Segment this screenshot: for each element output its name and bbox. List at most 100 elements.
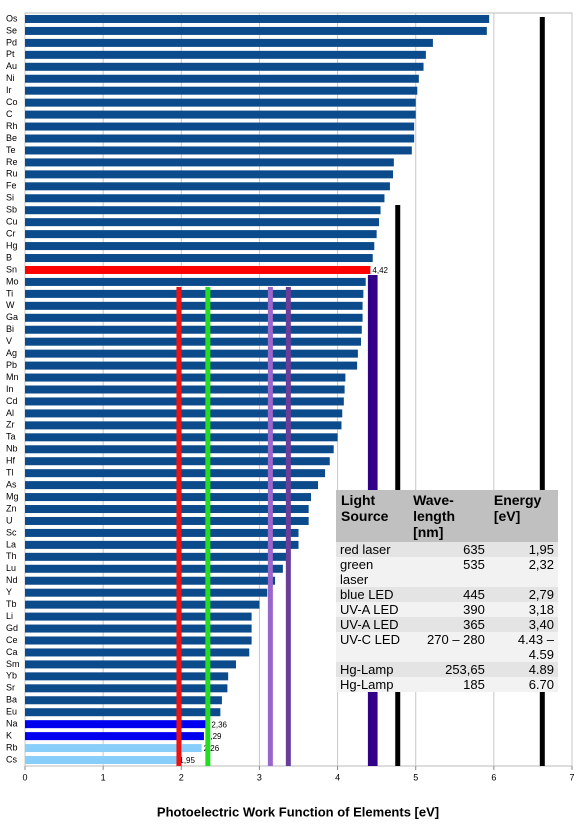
table-cell: 2,32 <box>488 557 558 587</box>
bar <box>25 26 487 35</box>
bar <box>25 242 375 251</box>
y-tick-label: Re <box>6 157 18 167</box>
table-cell: 4.43 – 4.59 <box>488 632 558 662</box>
bar <box>25 744 202 753</box>
y-tick-label: Zn <box>6 503 17 513</box>
y-tick-label: V <box>6 336 12 346</box>
y-tick-label: Ir <box>6 85 12 95</box>
bar <box>25 720 210 729</box>
header-cell: Light Source <box>336 490 409 542</box>
y-tick-label: Ti <box>6 288 13 298</box>
x-axis-title: Photoelectric Work Function of Elements … <box>157 804 439 819</box>
y-tick-label: Bi <box>6 324 14 334</box>
y-tick-label: Sn <box>6 264 17 274</box>
y-tick-label: Ta <box>6 432 16 442</box>
table-cell: green laser <box>336 557 409 587</box>
bar <box>25 505 309 514</box>
y-tick-label: Sb <box>6 205 17 215</box>
bar <box>25 385 345 394</box>
bar <box>25 98 416 107</box>
table-row: blue LED 445 2,79 <box>336 587 558 602</box>
y-tick-label: Cd <box>6 396 18 406</box>
y-tick-label: Co <box>6 97 18 107</box>
bar <box>25 600 260 609</box>
y-tick-label: Os <box>6 13 18 23</box>
y-tick-label: Mn <box>6 372 19 382</box>
y-tick-label: Ce <box>6 635 18 645</box>
table-cell: red laser <box>336 542 409 557</box>
bar <box>25 74 419 83</box>
y-tick-label: Ba <box>6 695 17 705</box>
table-row: red laser 635 1,95 <box>336 542 558 557</box>
table-cell: UV-C LED <box>336 632 409 662</box>
bar <box>25 493 312 502</box>
y-tick-label: Ca <box>6 647 18 657</box>
bar <box>25 158 394 167</box>
y-tick-label: Li <box>6 611 13 621</box>
table-row: UV-A LED 365 3,40 <box>336 617 558 632</box>
bar <box>25 254 373 263</box>
bar <box>25 349 358 358</box>
y-tick-label: Mo <box>6 276 19 286</box>
table-cell: 365 <box>408 617 489 632</box>
bar <box>25 194 385 203</box>
table-row: UV-A LED 390 3,18 <box>336 602 558 617</box>
y-tick-label: Zr <box>6 420 15 430</box>
y-tick-label: Th <box>6 551 17 561</box>
y-tick-label: Ga <box>6 312 18 322</box>
bar <box>25 50 426 59</box>
table-row: UV-C LED 270 – 280 4.43 – 4.59 <box>336 632 558 662</box>
bar <box>25 361 358 370</box>
bar <box>25 86 418 95</box>
bar <box>25 14 490 23</box>
x-tick-label: 4 <box>335 772 340 782</box>
y-tick-label: In <box>6 384 14 394</box>
y-tick-label: Te <box>6 145 16 155</box>
bar <box>25 134 415 143</box>
bar <box>25 732 204 741</box>
bar <box>25 552 291 561</box>
y-tick-label: Rb <box>6 742 18 752</box>
table-cell: 390 <box>408 602 489 617</box>
header-cell: Wave-length [nm] <box>408 490 489 542</box>
table-cell: 3,40 <box>488 617 558 632</box>
value-label: 4,42 <box>372 266 388 275</box>
table-cell: 185 <box>408 677 489 692</box>
bar <box>25 481 319 490</box>
bar <box>25 708 221 717</box>
y-tick-label: Nd <box>6 575 18 585</box>
bar <box>25 421 342 430</box>
table-cell: UV-A LED <box>336 602 409 617</box>
value-label: 2,29 <box>206 732 222 741</box>
x-tick-label: 1 <box>101 772 106 782</box>
table-row: green laser 535 2,32 <box>336 557 558 587</box>
bar <box>25 469 326 478</box>
y-tick-label: Gd <box>6 623 18 633</box>
y-tick-label: Al <box>6 408 14 418</box>
y-tick-label: Au <box>6 61 17 71</box>
x-tick-label: 2 <box>179 772 184 782</box>
y-tick-label: Nb <box>6 444 18 454</box>
y-tick-label: La <box>6 539 16 549</box>
bar <box>25 588 268 597</box>
bar <box>25 182 390 191</box>
y-tick-label: U <box>6 515 13 525</box>
x-tick-label: 5 <box>413 772 418 782</box>
bar <box>25 265 371 274</box>
bar <box>25 325 362 334</box>
bar <box>25 313 363 322</box>
bar <box>25 122 415 131</box>
table-cell: 635 <box>408 542 489 557</box>
bar <box>25 289 364 298</box>
header-cell: Energy [eV] <box>488 490 558 542</box>
y-tick-label: Cs <box>6 754 17 764</box>
table-cell: UV-A LED <box>336 617 409 632</box>
table-cell: 253,65 <box>408 662 489 677</box>
table-cell: 3,18 <box>488 602 558 617</box>
y-tick-label: Rh <box>6 121 18 131</box>
y-tick-label: Ru <box>6 169 18 179</box>
y-tick-label: C <box>6 109 13 119</box>
table-cell: 1,95 <box>488 542 558 557</box>
